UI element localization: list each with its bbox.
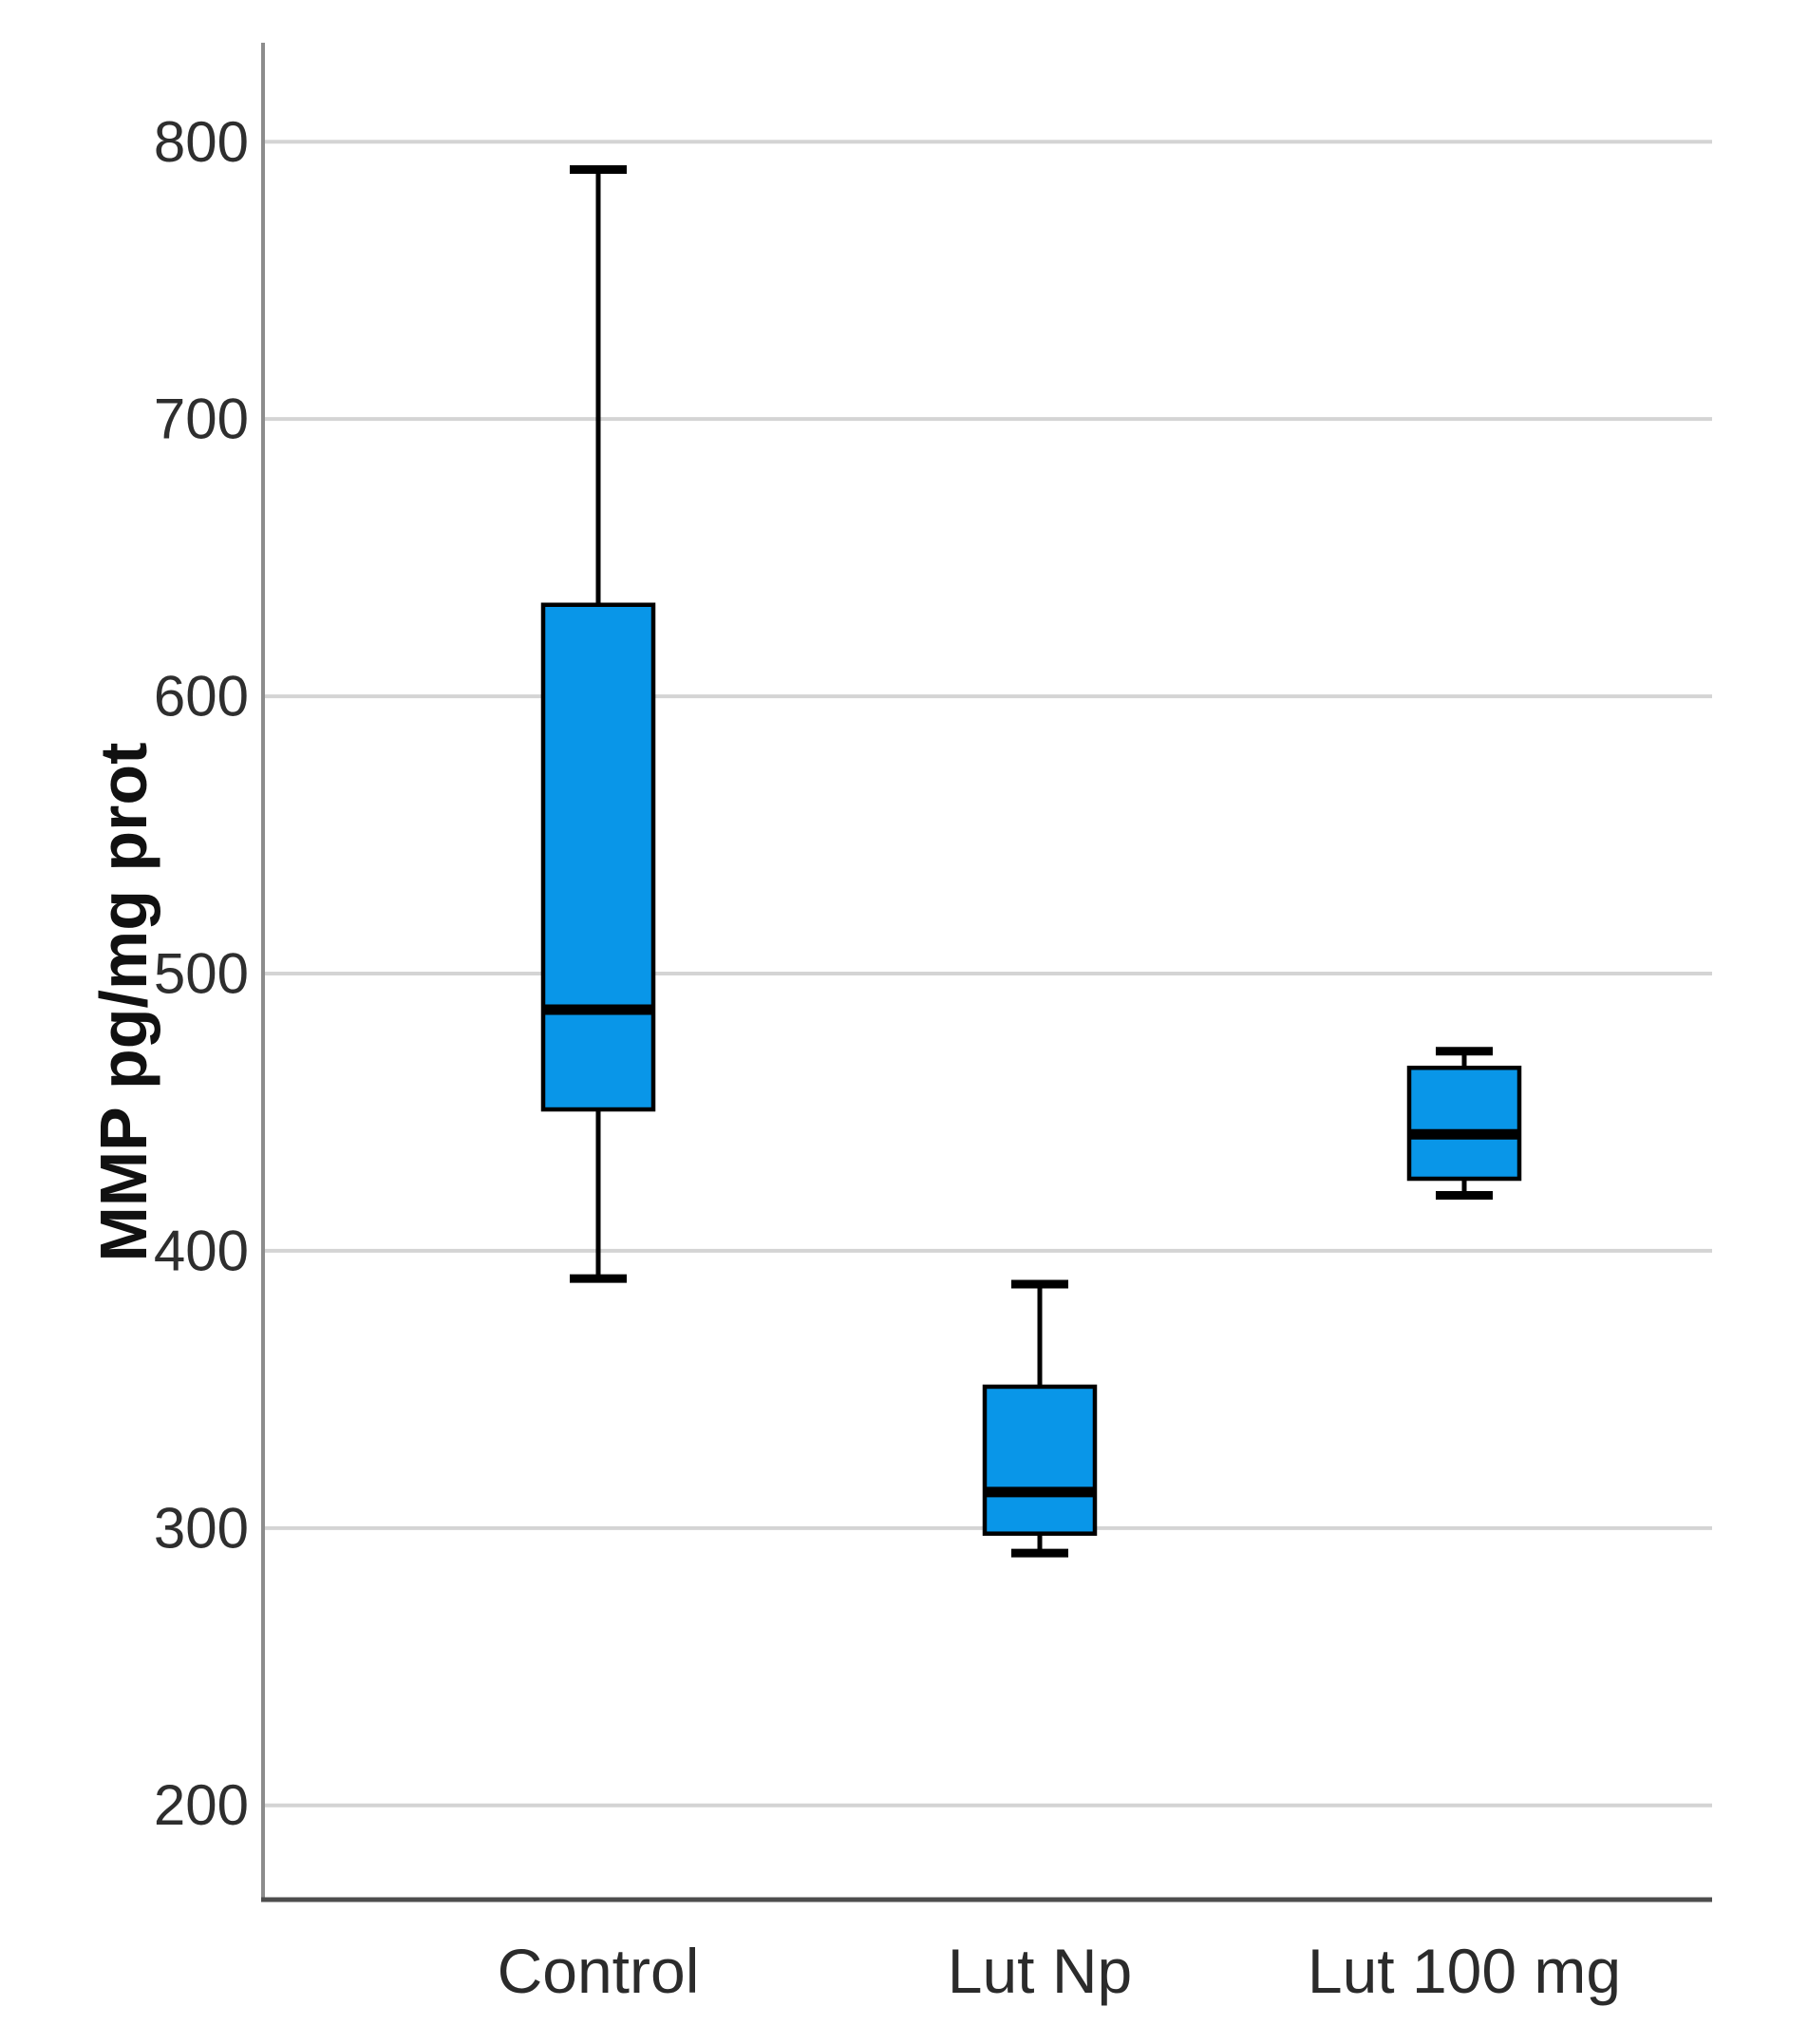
box-lut-np — [982, 1384, 1098, 1536]
y-tick-label-200: 200 — [154, 1773, 249, 1837]
y-tick-label-700: 700 — [154, 388, 249, 451]
y-tick-label-400: 400 — [154, 1219, 249, 1282]
y-tick-label-800: 800 — [154, 110, 249, 174]
y-tick-label-600: 600 — [154, 665, 249, 729]
category-label-lut-np: Lut Np — [948, 1936, 1132, 2006]
category-label-control: Control — [498, 1936, 700, 2006]
y-tick-label-300: 300 — [154, 1496, 249, 1560]
box-control — [540, 602, 656, 1112]
category-label-lut-100-mg: Lut 100 mg — [1308, 1936, 1621, 2006]
box-lut-100-mg — [1406, 1066, 1522, 1182]
y-tick-label-500: 500 — [154, 942, 249, 1006]
y-axis-title: MMP pg/mg prot — [86, 743, 160, 1262]
